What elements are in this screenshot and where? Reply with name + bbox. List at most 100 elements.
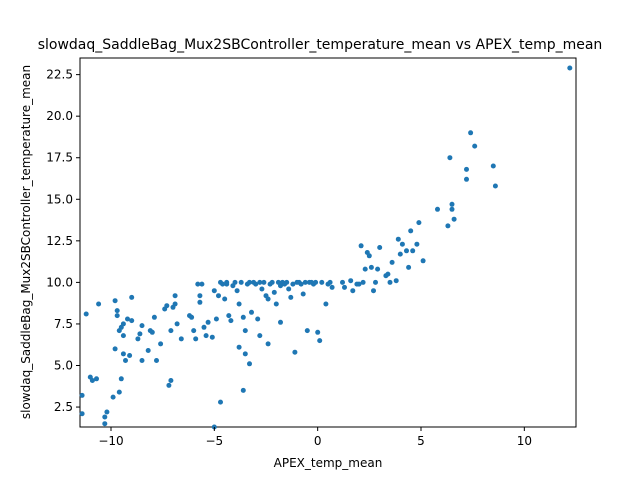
data-point (261, 279, 267, 285)
data-point (348, 278, 354, 284)
y-tick-label: 12.5 (46, 234, 73, 248)
data-point (416, 220, 422, 226)
data-point (472, 143, 478, 149)
y-tick-label: 5.0 (54, 359, 73, 373)
data-point (213, 316, 219, 322)
data-point (371, 288, 376, 294)
data-point (259, 286, 265, 292)
data-point (145, 348, 151, 353)
data-point (191, 328, 197, 334)
data-point (197, 293, 203, 299)
data-point (397, 251, 403, 257)
data-point (350, 288, 356, 294)
data-point (218, 399, 223, 405)
data-point (149, 329, 155, 335)
data-point (468, 130, 474, 136)
data-point (158, 341, 164, 347)
data-point (247, 361, 252, 367)
data-point (201, 324, 207, 330)
x-tick-label: −10 (98, 434, 123, 448)
data-point (137, 331, 143, 337)
data-point (265, 341, 271, 347)
data-point (290, 281, 296, 287)
data-point (385, 271, 391, 277)
data-point (129, 318, 135, 324)
data-point (220, 281, 226, 287)
y-axis-label: slowdaq_SaddleBag_Mux2SBController_tempe… (19, 65, 33, 419)
data-point (300, 291, 306, 297)
data-point (377, 245, 383, 250)
chart-title: slowdaq_SaddleBag_Mux2SBController_tempe… (38, 37, 603, 53)
y-tick-label: 17.5 (46, 151, 73, 165)
data-point (166, 382, 172, 388)
data-point (445, 223, 451, 229)
data-point (327, 279, 333, 285)
data-point (238, 279, 244, 285)
data-point (408, 228, 414, 234)
data-point (389, 259, 395, 265)
data-point (362, 266, 368, 272)
data-point (286, 286, 292, 292)
data-point (118, 376, 124, 382)
data-point (304, 328, 310, 334)
data-point (323, 301, 329, 307)
data-point (242, 328, 248, 334)
y-tick-label: 2.5 (54, 400, 73, 414)
data-point (414, 241, 420, 247)
data-point (89, 378, 95, 383)
data-point (373, 279, 378, 285)
data-point (236, 344, 242, 350)
data-point (257, 333, 263, 339)
data-point (129, 294, 135, 300)
data-point (203, 333, 209, 339)
scatter-points (79, 65, 573, 430)
data-point (435, 206, 440, 212)
data-point (449, 201, 455, 207)
data-point (164, 303, 170, 309)
data-point (292, 349, 298, 355)
data-point (222, 296, 228, 302)
data-point (224, 281, 230, 287)
data-point (154, 358, 159, 363)
data-point (216, 293, 221, 299)
data-point (265, 296, 271, 302)
data-point (123, 358, 128, 363)
data-point (257, 279, 263, 285)
data-point (395, 236, 401, 242)
data-point (404, 248, 409, 254)
data-point (114, 308, 120, 314)
plot-frame (79, 57, 577, 428)
data-point (195, 281, 201, 287)
data-point (255, 316, 261, 322)
data-point (172, 293, 178, 299)
data-point (112, 298, 118, 304)
data-point (199, 281, 205, 287)
data-point (178, 336, 184, 342)
data-point (358, 243, 364, 249)
data-point (228, 318, 234, 324)
data-point (139, 358, 145, 363)
data-point (420, 258, 426, 264)
data-point (249, 309, 254, 315)
data-point (288, 294, 294, 300)
data-point (317, 338, 323, 344)
data-point (83, 311, 89, 317)
x-tick-label: 10 (517, 434, 532, 448)
x-axis: −10 −5 0 5 10 (98, 427, 532, 448)
data-point (240, 314, 246, 320)
y-tick-label: 20.0 (46, 109, 73, 123)
data-point (120, 333, 126, 339)
data-point (449, 206, 455, 212)
data-point (356, 281, 362, 287)
data-point (104, 409, 110, 415)
data-point (451, 216, 457, 222)
data-point (102, 421, 108, 427)
data-point (375, 266, 381, 272)
data-point (278, 319, 283, 325)
data-point (114, 313, 120, 319)
data-point (96, 301, 102, 307)
data-point (151, 314, 157, 320)
x-axis-label: APEX_temp_mean (274, 456, 383, 470)
data-point (490, 163, 496, 169)
